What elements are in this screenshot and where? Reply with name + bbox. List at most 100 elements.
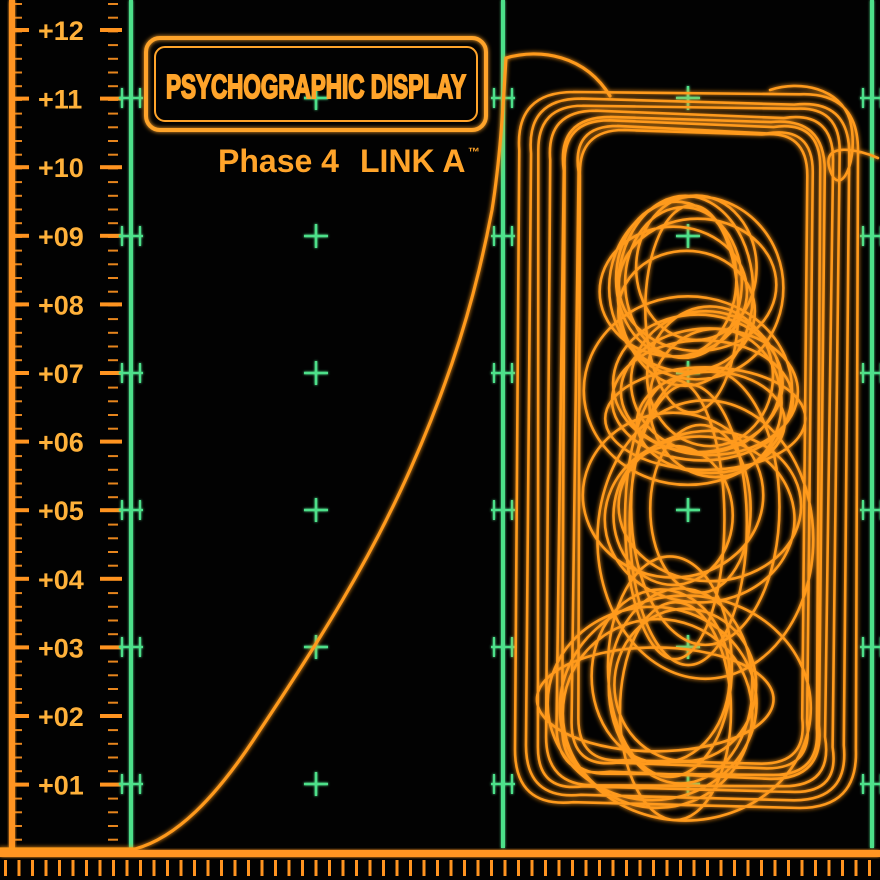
bottom-tick [355, 860, 358, 876]
minor-tick [108, 386, 118, 389]
bottom-tick [787, 860, 790, 876]
minor-tick [108, 112, 118, 115]
bottom-tick [827, 860, 831, 876]
minor-tick [108, 140, 118, 142]
grid-line-marker [119, 363, 143, 383]
minor-tick [108, 729, 118, 732]
minor-tick [108, 263, 118, 266]
minor-tick-left [15, 263, 22, 266]
bottom-tick [233, 860, 237, 876]
scale-label-plus-08: +08 [38, 290, 84, 320]
grid-crosshair [304, 361, 328, 385]
scale-label-plus-07: +07 [38, 359, 84, 389]
grid-line-marker [491, 363, 515, 383]
minor-tick-left [15, 153, 22, 156]
bottom-tick [503, 860, 507, 876]
bottom-tick [854, 860, 858, 876]
bottom-tick [328, 860, 331, 876]
bottom-tick [436, 860, 439, 876]
bottom-tick [301, 860, 304, 876]
minor-tick-left [15, 290, 22, 293]
minor-tick-left [15, 44, 22, 47]
minor-tick-left [15, 564, 22, 567]
bottom-tick [44, 860, 48, 876]
minor-tick [108, 537, 118, 540]
bottom-tick [206, 860, 210, 876]
title-frame-inner [154, 46, 478, 122]
bottom-tick [17, 860, 21, 876]
bottom-tick [476, 860, 480, 876]
bottom-tick [220, 860, 223, 876]
major-tick [100, 96, 122, 101]
minor-tick-left [15, 57, 22, 60]
minor-tick-left [15, 688, 22, 690]
minor-tick-left [15, 756, 22, 759]
scale-label-plus-02: +02 [38, 702, 84, 732]
bottom-tick [71, 860, 75, 876]
minor-tick [108, 16, 118, 19]
bottom-tick [341, 860, 345, 876]
minor-tick [108, 509, 118, 512]
bottom-ticks [4, 860, 871, 876]
bottom-tick [422, 860, 426, 876]
grid-line-marker [119, 500, 143, 520]
scale-label-plus-03: +03 [38, 633, 84, 663]
grid-vertical-line-2 [501, 0, 505, 848]
minor-tick [108, 783, 118, 786]
bottom-tick [841, 860, 844, 876]
minor-tick [108, 592, 118, 595]
minor-tick-left [15, 331, 22, 334]
minor-tick [108, 468, 118, 471]
minor-tick-left [15, 646, 22, 649]
minor-tick-left [15, 249, 22, 252]
minor-tick [108, 304, 118, 307]
minor-tick-left [15, 605, 22, 608]
grid-line-marker [860, 774, 880, 794]
minor-tick-left [15, 427, 22, 430]
minor-tick-left [15, 455, 22, 458]
bottom-tick [260, 860, 264, 876]
bottom-tick [544, 860, 547, 876]
minor-tick [108, 701, 118, 704]
minor-tick-left [15, 400, 22, 403]
minor-tick [108, 578, 118, 581]
bottom-tick [679, 860, 682, 876]
minor-tick-left [15, 208, 22, 211]
minor-tick-left [15, 235, 22, 238]
grid-line-marker [119, 88, 143, 108]
grid-line-marker [491, 500, 515, 520]
minor-tick [108, 345, 118, 348]
bottom-tick [557, 860, 561, 876]
minor-tick-left [15, 386, 22, 389]
grid-line-marker [860, 88, 880, 108]
bottom-tick [463, 860, 466, 876]
major-tick [100, 28, 122, 32]
bottom-ruler [0, 850, 880, 876]
minor-tick-left [15, 372, 22, 375]
minor-tick [108, 441, 118, 444]
bottom-tick [625, 860, 628, 876]
minor-tick-left [15, 783, 22, 786]
bottom-tick [746, 860, 750, 876]
minor-tick-left [15, 660, 22, 663]
minor-tick-left [15, 701, 22, 704]
scale-label-plus-05: +05 [38, 496, 84, 526]
minor-tick [108, 277, 118, 279]
minor-tick-left [15, 551, 22, 553]
major-tick [100, 165, 122, 170]
bottom-tick [760, 860, 763, 876]
bottom-tick [85, 860, 88, 876]
bottom-tick [368, 860, 372, 876]
minor-tick [108, 44, 118, 47]
scale-label-plus-10: +10 [38, 153, 84, 183]
bottom-tick [166, 860, 169, 876]
minor-tick [108, 98, 118, 101]
minor-tick [108, 619, 118, 622]
minor-tick [108, 359, 118, 362]
bottom-tick [58, 860, 61, 876]
minor-tick [108, 564, 118, 567]
bottom-tick [314, 860, 318, 876]
minor-tick-left [15, 619, 22, 622]
minor-tick-left [15, 742, 22, 745]
